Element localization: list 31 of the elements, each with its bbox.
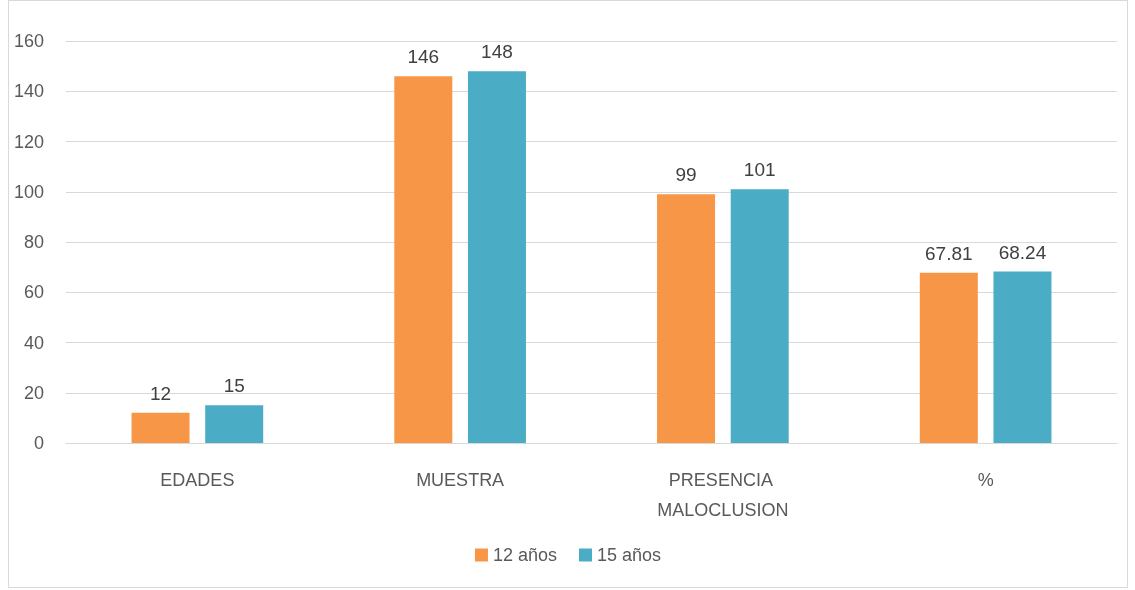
bar <box>993 271 1052 443</box>
bar <box>730 189 789 443</box>
bar <box>657 194 716 443</box>
data-label: 146 <box>407 46 440 68</box>
bar <box>205 405 264 443</box>
data-label: 15 <box>223 375 245 397</box>
bar <box>467 71 526 443</box>
y-tick-label: 20 <box>23 382 44 403</box>
x-tick-label: % <box>977 470 994 490</box>
data-label: 101 <box>743 159 776 181</box>
y-tick-label: 160 <box>13 31 44 51</box>
legend-label: 15 años <box>597 545 662 565</box>
data-label: 99 <box>675 164 697 186</box>
y-tick-label: 140 <box>13 81 44 102</box>
y-tick-label: 40 <box>23 332 44 353</box>
data-label: 68.24 <box>998 241 1047 263</box>
x-tick-label: MUESTRA <box>416 470 505 490</box>
bar <box>394 76 453 443</box>
y-tick-label: 100 <box>13 181 44 202</box>
data-label: 12 <box>149 382 172 404</box>
y-tick-label: 0 <box>33 433 44 453</box>
bar <box>919 272 978 443</box>
y-tick-label: 60 <box>23 282 44 303</box>
x-tick-label: PRESENCIA MALOCLUSION <box>657 470 789 520</box>
bar <box>131 412 190 443</box>
y-tick-label: 120 <box>13 131 44 152</box>
y-tick-label: 80 <box>23 232 44 252</box>
data-label: 148 <box>481 41 513 63</box>
data-label: 67.81 <box>925 242 973 264</box>
legend-label: 12 años <box>492 545 558 565</box>
x-tick-label: EDADES <box>160 470 235 490</box>
